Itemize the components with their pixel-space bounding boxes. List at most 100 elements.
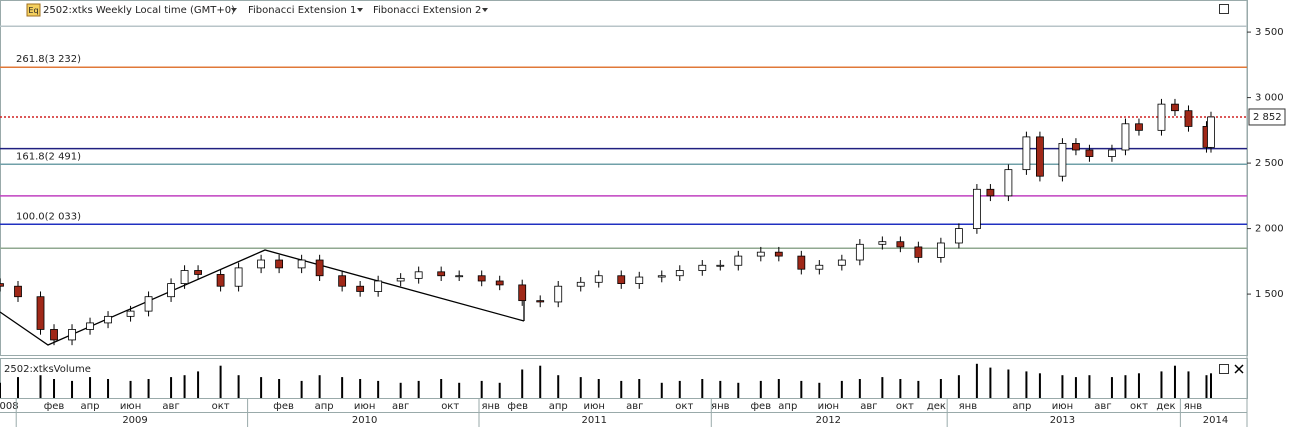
candle-body (50, 329, 58, 341)
dropdown-arrows (231, 8, 488, 12)
candle-body (675, 270, 684, 277)
y-tick-label: 2 000 (1255, 224, 1284, 235)
candle-body (194, 270, 202, 275)
month-label: дек (927, 401, 946, 412)
month-label: апр (1012, 401, 1031, 412)
month-label: дек (1156, 401, 1175, 412)
month-label: окт (212, 401, 230, 412)
month-label: фев (507, 401, 528, 412)
candle-body (68, 329, 76, 341)
last-price-label: 2 852 (1253, 112, 1282, 123)
month-label: апр (778, 401, 797, 412)
month-label: фев (273, 401, 294, 412)
candle-body (1004, 169, 1013, 197)
last-price-box (1248, 108, 1286, 126)
candle-body (635, 276, 644, 285)
candle-body (437, 271, 446, 277)
volume-title: 2502:xtksVolume (4, 364, 91, 375)
candle-body (126, 310, 135, 317)
candle-body (0, 283, 4, 287)
candle-body (734, 255, 743, 266)
month-label: авг (626, 401, 643, 412)
candle-body (1121, 123, 1130, 151)
month-label: янв (959, 401, 978, 412)
study-label[interactable]: Fibonacci Extension 2 (373, 5, 481, 16)
month-label: июн (818, 401, 839, 412)
candle-body (1085, 149, 1094, 157)
candle-body (815, 264, 824, 270)
month-label: янв (481, 401, 500, 412)
month-label: июн (1052, 401, 1073, 412)
candle-body (936, 242, 945, 258)
candle-body (698, 264, 707, 271)
candle-body (657, 275, 666, 278)
month-label: авг (162, 401, 179, 412)
year-label: 2010 (352, 415, 377, 426)
y-tick-label: 1 500 (1255, 289, 1284, 300)
chart-title[interactable]: 2502:xtks Weekly Local time (GMT+0) (43, 5, 235, 16)
month-label: окт (441, 401, 459, 412)
month-label: янв (1184, 401, 1203, 412)
candle-body (594, 275, 603, 283)
candle-body (1207, 116, 1215, 148)
candle-body (36, 296, 45, 330)
y-tick-label: 3 000 (1255, 93, 1284, 104)
candle-body (536, 300, 545, 303)
month-label: окт (675, 401, 693, 412)
level-label: 161.8(2 491) (16, 151, 81, 162)
year-label: 2013 (1050, 415, 1075, 426)
candle-body (1072, 143, 1080, 151)
month-label: апр (549, 401, 568, 412)
candle-body (986, 188, 995, 197)
candle-body (1108, 149, 1116, 157)
level-label: 100.0(2 033) (16, 211, 81, 222)
candle-body (315, 259, 324, 277)
candle-body (1171, 103, 1179, 112)
candle-body (837, 259, 846, 266)
candle-body (1157, 103, 1166, 131)
level-label: 261.8(3 232) (16, 54, 81, 65)
candle-body (914, 246, 923, 258)
trend-line (0, 249, 525, 346)
year-label: 2012 (816, 415, 841, 426)
candle-body (338, 275, 347, 287)
candle-body (797, 255, 806, 270)
candle-body (972, 188, 981, 229)
candle-body (1135, 123, 1143, 131)
y-tick-label: 3 500 (1255, 27, 1284, 38)
candle-body (104, 315, 112, 324)
candle-body (1022, 136, 1031, 171)
candle-body (495, 280, 504, 286)
close-button[interactable] (1234, 364, 1244, 374)
candle-body (477, 275, 486, 282)
candle-body (774, 251, 783, 257)
candle-body (896, 241, 905, 248)
year-label: 2014 (1203, 415, 1228, 426)
instrument-icon[interactable] (26, 3, 41, 17)
y-tick-label: 2 500 (1255, 158, 1284, 169)
candle-body (167, 283, 175, 298)
month-label: авг (392, 401, 409, 412)
candle-body (144, 296, 153, 312)
candle-body (954, 228, 963, 244)
month-label: июн (120, 401, 141, 412)
study-label[interactable]: Fibonacci Extension 1 (248, 5, 356, 16)
month-label: авг (1094, 401, 1111, 412)
icon-label: Eq (28, 6, 38, 15)
candle-body (216, 274, 225, 287)
month-label: фев (44, 401, 65, 412)
year-label: 2011 (582, 415, 607, 426)
candle-body (14, 285, 22, 298)
candle-body (297, 259, 306, 269)
month-label: 008 (0, 401, 19, 412)
candle-body (86, 322, 94, 330)
maximize-button[interactable] (1219, 4, 1229, 14)
candle-body (554, 285, 563, 303)
candle-body (716, 264, 725, 267)
candle-body (617, 275, 626, 285)
maximize-button[interactable] (1219, 364, 1229, 374)
month-label: июн (584, 401, 605, 412)
